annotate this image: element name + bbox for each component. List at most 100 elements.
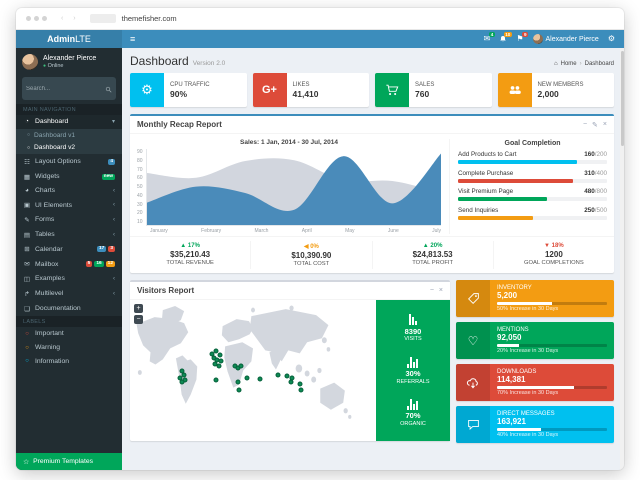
book-icon: ❏ [24, 305, 30, 313]
sidebar: Alexander Pierce ● Online MAIN NAVIGATIO… [16, 48, 122, 470]
sidebar-toggle-icon[interactable]: ≡ [130, 34, 136, 44]
user-menu[interactable]: Alexander Pierce [532, 34, 599, 44]
edit-icon: ✎ [24, 216, 30, 224]
map-marker [257, 376, 263, 382]
map-marker [177, 375, 183, 381]
map-marker [238, 363, 244, 369]
window-control-dots[interactable] [26, 16, 47, 21]
scrollbar-thumb[interactable] [620, 51, 624, 146]
content-area: Dashboard Version 2.0 ⌂ Home › Dashboard… [122, 48, 624, 470]
envelope-icon: ✉ [483, 34, 491, 43]
search-input[interactable] [26, 85, 103, 92]
app-logo[interactable]: Admin LTE [16, 30, 122, 48]
page-subtitle: Version 2.0 [192, 60, 226, 67]
goal-row: Visit Premium Page 480/800 [458, 188, 607, 201]
info-box-new-members: NEW MEMBERS 2,000 [497, 73, 614, 107]
foreground-series [146, 153, 441, 225]
cloud-download-icon [456, 364, 490, 401]
sidebar-item-calendar[interactable]: ⊞ Calendar 17 3 [24, 245, 115, 254]
sidebar-item-label: Dashboard [35, 118, 69, 126]
caret-up-icon: ▲ [422, 242, 429, 249]
zoom-out-button[interactable]: − [134, 315, 143, 324]
breadcrumb-home[interactable]: Home [560, 61, 577, 67]
sidebar-item-dashboard-v1[interactable]: ○ Dashboard v1 [27, 131, 76, 139]
y-axis-tick: 20 [137, 210, 143, 217]
map-marker [213, 377, 219, 383]
address-bar-url[interactable]: themefisher.com [121, 14, 177, 23]
sidebar-item-warning[interactable]: ○ Warning [16, 341, 122, 355]
zoom-in-button[interactable]: + [134, 304, 143, 313]
inventory-box: INVENTORY 5,200 50% Increase in 30 Days [456, 280, 614, 317]
map-marker [275, 372, 281, 378]
x-axis-label: April [301, 227, 312, 234]
close-icon[interactable]: × [602, 120, 607, 128]
search-icon[interactable] [105, 80, 112, 98]
map-marker [236, 387, 242, 393]
map-marker [217, 352, 223, 358]
sidebar-item-mailbox[interactable]: ✉ Mailbox 5 16 12 [24, 260, 115, 269]
map-marker [218, 358, 224, 364]
online-dot-icon: ● [43, 63, 47, 69]
x-axis-label: July [432, 227, 441, 234]
badge: 16 [94, 261, 104, 268]
sidebar-item-dashboard-v2[interactable]: ○ Dashboard v2 [27, 144, 76, 152]
sidebar-item-forms[interactable]: ✎ Forms ‹ [24, 216, 115, 224]
map-marker [179, 379, 185, 385]
close-icon[interactable]: × [438, 287, 443, 294]
folder-icon: ◫ [23, 275, 31, 283]
y-axis-tick: 30 [137, 201, 143, 208]
sidebar-item-dashboard[interactable]: ◔ Dashboard ▾ [16, 115, 122, 129]
world-map[interactable]: + − [130, 300, 376, 441]
mentions-box: ♡ MENTIONS 92,050 20% Increase in 30 Day… [456, 322, 614, 359]
map-marker [235, 379, 241, 385]
goal-row: Send Inquiries 250/500 [458, 207, 607, 220]
comment-icon [456, 406, 490, 443]
sidebar-item-examples[interactable]: ◫ Examples ‹ [23, 275, 115, 283]
summary-stats: ▲ 17% $35,210.43 TOTAL REVENUE ◀ 0% $10,… [130, 235, 614, 274]
caret-left-icon: ◀ [303, 243, 309, 250]
scrollbar[interactable] [620, 48, 624, 470]
x-axis-label: March [254, 227, 269, 234]
sidebar-item-tables[interactable]: ▤ Tables ‹ [23, 231, 115, 239]
circle-icon: ○ [27, 132, 31, 139]
box-title: Monthly Recap Report [137, 120, 222, 129]
breadcrumb-current: Dashboard [584, 61, 614, 67]
sidebar-item-ui-elements[interactable]: ▣ UI Elements ‹ [23, 201, 115, 210]
stat-total-profit: ▲ 20% $24,813.53 TOTAL PROFIT [373, 240, 494, 269]
map-marker [216, 363, 222, 369]
sidebar-item-layout-options[interactable]: ☷ Layout Options 4 [24, 158, 115, 166]
sidebar-item-widgets[interactable]: ▦ Widgets new [23, 173, 115, 181]
browser-nav-arrows[interactable]: ‹ › [61, 15, 80, 22]
tasks-menu[interactable]: ⚑ 9 [516, 31, 529, 43]
y-axis-tick: 80 [137, 157, 143, 164]
badge: 4 [108, 158, 115, 165]
chevron-left-icon: ‹ [113, 231, 115, 238]
widgets-icon: ▦ [23, 173, 31, 181]
stat-total-revenue: ▲ 17% $35,210.43 TOTAL REVENUE [130, 240, 252, 269]
collapse-icon[interactable]: − [429, 287, 434, 294]
user-status[interactable]: ● Online [43, 63, 64, 69]
messages-menu[interactable]: ✉ 4 [483, 31, 495, 43]
sidebar-search [22, 77, 116, 100]
settings-gear-icon[interactable]: ⚙ [607, 34, 615, 43]
edit-icon[interactable]: ✎ [592, 121, 598, 129]
collapse-icon[interactable]: − [582, 120, 588, 128]
sidebar-item-information[interactable]: ○ Information [16, 355, 122, 369]
bar-chart-icon [400, 398, 426, 410]
sidebar-item-charts[interactable]: ◕ Charts ‹ [16, 184, 122, 198]
notifications-menu[interactable]: 10 [499, 31, 512, 43]
sidebar-item-premium-templates[interactable]: ☆ Premium Templates [16, 453, 122, 470]
visitors-stats-panel: 8390 VISITS 30% REFERRALS 70% [376, 300, 450, 441]
avatar [532, 34, 543, 44]
x-axis-label: June [387, 227, 399, 234]
browser-chrome: ‹ › themefisher.com [16, 8, 624, 30]
chevron-left-icon: ‹ [113, 202, 115, 209]
sidebar-item-multilevel[interactable]: ↱ Multilevel ‹ [24, 290, 115, 298]
chevron-down-icon: ▾ [111, 119, 115, 126]
map-marker [298, 387, 304, 393]
badge: 12 [105, 261, 115, 268]
bell-icon [499, 35, 507, 43]
sidebar-item-documentation[interactable]: ❏ Documentation [24, 305, 81, 313]
sidebar-item-important[interactable]: ○ Important [16, 327, 122, 341]
map-marker [235, 365, 241, 371]
